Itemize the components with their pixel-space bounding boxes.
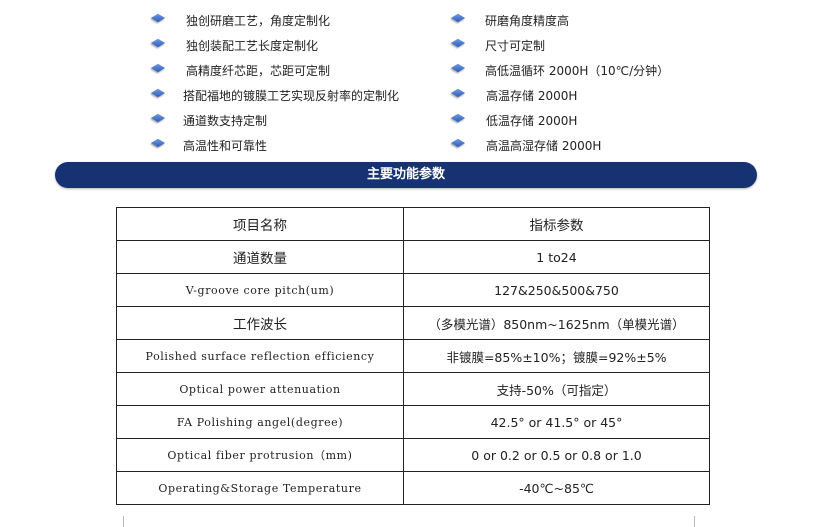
param-value: -40℃~85℃	[403, 471, 710, 505]
blue-diamond-icon	[449, 65, 467, 76]
param-value: 非镀膜=85%±10%；镀膜=92%±5%	[403, 339, 710, 373]
feature-text: 研磨角度精度高	[485, 14, 570, 28]
divider	[123, 516, 124, 527]
feature-text: 通道数支持定制	[183, 114, 268, 128]
table-row: Operating&Storage Temperature -40℃~85℃	[116, 471, 710, 505]
section-banner: 主要功能参数	[55, 162, 757, 188]
blue-diamond-icon	[149, 40, 167, 51]
blue-diamond-icon	[149, 65, 167, 76]
feature-text: 独创装配工艺长度定制化	[186, 39, 319, 53]
feature-text: 低温存储 2000H	[486, 114, 578, 128]
spec-table: 项目名称 指标参数 通道数量 1 to24 V-groove core pitch(…	[116, 207, 710, 505]
feature-text: 尺寸可定制	[485, 39, 546, 53]
banner-title: 主要功能参数	[366, 167, 445, 182]
blue-diamond-icon	[149, 140, 167, 151]
param-name: Optical fiber protrusion（mm)	[116, 438, 404, 472]
feature-text: 高温存储 2000H	[486, 89, 578, 103]
blue-diamond-icon	[449, 15, 467, 26]
blue-diamond-icon	[149, 90, 167, 101]
param-name: Polished surface reflection efficiency	[116, 339, 404, 373]
param-name: V-groove core pitch(um)	[116, 273, 404, 307]
param-name: 工作波长	[116, 306, 404, 340]
blue-diamond-icon	[449, 140, 467, 151]
feature-text: 高温性和可靠性	[183, 139, 268, 153]
param-value: 支持-50%（可指定）	[403, 372, 710, 406]
blue-diamond-icon	[149, 115, 167, 126]
table-row: Optical power attenuation 支持-50%（可指定）	[116, 372, 710, 406]
param-name: 通道数量	[116, 240, 404, 274]
header-item-name: 项目名称	[116, 207, 404, 241]
table-row: 工作波长 （多模光谱）850nm~1625nm（单模光谱）	[116, 306, 710, 340]
header-spec: 指标参数	[403, 207, 710, 241]
table-row: V-groove core pitch(um) 127&250&500&750	[116, 273, 710, 307]
param-value: 1 to24	[403, 240, 710, 274]
param-name: FA Polishing angel(degree)	[116, 405, 404, 439]
param-value: 42.5° or 41.5° or 45°	[403, 405, 710, 439]
param-name: Optical power attenuation	[116, 372, 404, 406]
blue-diamond-icon	[449, 90, 467, 101]
table-header-row: 项目名称 指标参数	[116, 207, 710, 241]
feature-text: 高低温循环 2000H（10℃/分钟）	[485, 64, 670, 78]
param-value: 127&250&500&750	[403, 273, 710, 307]
feature-text: 搭配福地的镀膜工艺实现反射率的定制化	[183, 89, 400, 103]
feature-text: 高温高湿存储 2000H	[486, 139, 602, 153]
param-value: （多模光谱）850nm~1625nm（单模光谱）	[403, 306, 710, 340]
param-value: 0 or 0.2 or 0.5 or 0.8 or 1.0	[403, 438, 710, 472]
divider	[694, 516, 695, 527]
table-row: Optical fiber protrusion（mm) 0 or 0.2 or …	[116, 438, 710, 472]
feature-text: 高精度纤芯距，芯距可定制	[186, 64, 331, 78]
table-row: Polished surface reflection efficiency 非镀…	[116, 339, 710, 373]
blue-diamond-icon	[149, 15, 167, 26]
param-name: Operating&Storage Temperature	[116, 471, 404, 505]
blue-diamond-icon	[449, 115, 467, 126]
table-row: FA Polishing angel(degree) 42.5° or 41.5°…	[116, 405, 710, 439]
feature-text: 独创研磨工艺，角度定制化	[186, 14, 331, 28]
blue-diamond-icon	[449, 40, 467, 51]
table-row: 通道数量 1 to24	[116, 240, 710, 274]
